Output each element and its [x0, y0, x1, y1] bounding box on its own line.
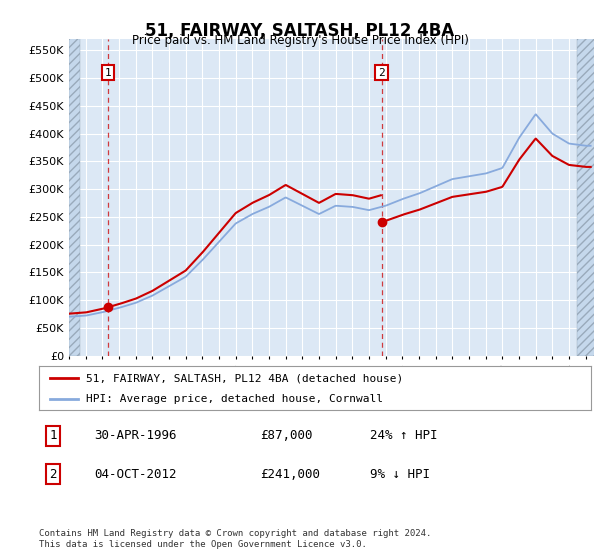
Text: 51, FAIRWAY, SALTASH, PL12 4BA: 51, FAIRWAY, SALTASH, PL12 4BA: [145, 22, 455, 40]
Text: 51, FAIRWAY, SALTASH, PL12 4BA (detached house): 51, FAIRWAY, SALTASH, PL12 4BA (detached…: [86, 373, 403, 383]
Text: 04-OCT-2012: 04-OCT-2012: [94, 468, 177, 481]
Text: 1: 1: [49, 429, 56, 442]
Text: 30-APR-1996: 30-APR-1996: [94, 429, 177, 442]
Bar: [577, 22, 596, 356]
Text: Contains HM Land Registry data © Crown copyright and database right 2024.
This d: Contains HM Land Registry data © Crown c…: [39, 529, 431, 549]
Text: 2: 2: [49, 468, 56, 481]
Text: Price paid vs. HM Land Registry's House Price Index (HPI): Price paid vs. HM Land Registry's House …: [131, 34, 469, 46]
Text: HPI: Average price, detached house, Cornwall: HPI: Average price, detached house, Corn…: [86, 394, 383, 404]
Text: £241,000: £241,000: [260, 468, 320, 481]
Text: 2: 2: [378, 68, 385, 77]
Text: 1: 1: [104, 68, 111, 77]
Bar: [69, 22, 80, 356]
Text: 9% ↓ HPI: 9% ↓ HPI: [370, 468, 430, 481]
Text: £87,000: £87,000: [260, 429, 313, 442]
Text: 24% ↑ HPI: 24% ↑ HPI: [370, 429, 438, 442]
